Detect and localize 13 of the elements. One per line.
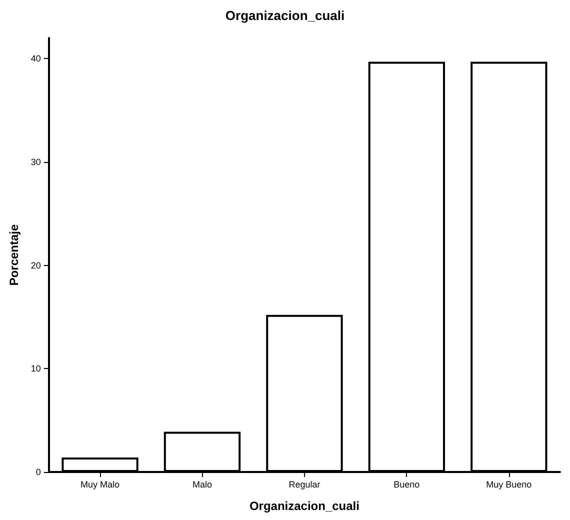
y-tick-label: 40 <box>30 54 41 64</box>
y-axis-title: Porcentaje <box>7 224 21 286</box>
x-tick-label: Muy Malo <box>80 480 120 490</box>
y-tick-label: 20 <box>30 260 41 270</box>
chart-title: Organizacion_cuali <box>225 8 345 23</box>
x-tick-label: Malo <box>192 480 212 490</box>
x-axis-title: Organizacion_cuali <box>249 499 360 513</box>
x-tick-label: Muy Bueno <box>486 480 532 490</box>
x-tick-label: Bueno <box>394 480 420 490</box>
y-tick-label: 30 <box>30 157 41 167</box>
y-tick-label: 0 <box>36 467 41 477</box>
x-tick-label: Regular <box>288 480 320 490</box>
y-tick-label: 10 <box>30 364 41 374</box>
